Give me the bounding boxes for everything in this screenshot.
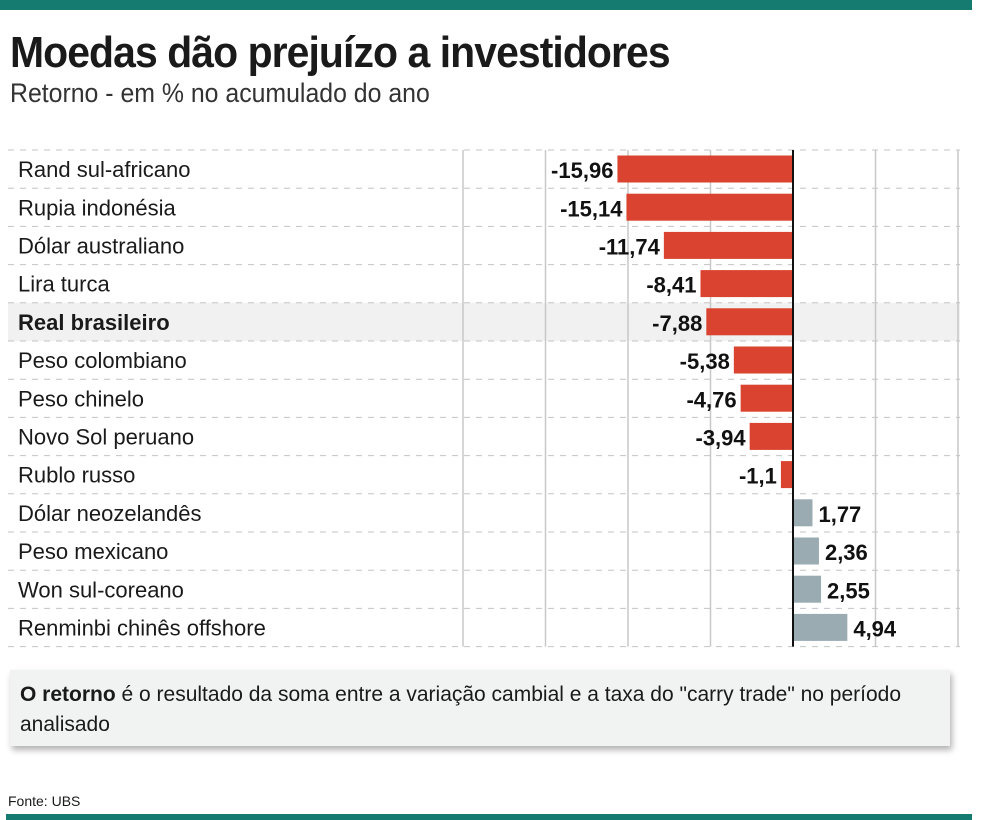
value-label: 4,94 — [853, 617, 897, 642]
bar — [626, 193, 793, 221]
value-label: -15,14 — [560, 196, 623, 221]
category-label: Novo Sol peruano — [18, 425, 194, 450]
value-label: 2,36 — [825, 540, 868, 565]
value-label: -11,74 — [599, 235, 661, 260]
top-accent-bar — [0, 0, 972, 10]
category-label: Rupia indonésia — [18, 195, 177, 220]
bar — [749, 422, 793, 450]
bar — [617, 155, 793, 183]
bar — [740, 384, 793, 412]
category-label: Real brasileiro — [18, 310, 170, 335]
bar — [793, 499, 813, 527]
value-label: -8,41 — [646, 273, 696, 298]
category-label: Peso mexicano — [18, 539, 168, 564]
value-label: -1,1 — [739, 464, 777, 489]
bar — [793, 537, 819, 565]
category-label: Dólar neozelandês — [18, 501, 201, 526]
source: Fonte: UBS — [8, 793, 81, 809]
bar — [793, 575, 822, 603]
bar — [700, 270, 793, 298]
bar — [733, 346, 793, 374]
value-label: 1,77 — [818, 502, 861, 527]
note-bold: O retorno — [20, 683, 116, 706]
category-label: Rublo russo — [18, 463, 135, 488]
chart-title: Moedas dão prejuízo a investidores — [10, 28, 671, 77]
highlight-row — [8, 302, 960, 341]
category-label: Won sul-coreano — [18, 577, 184, 602]
category-label: Dólar australiano — [18, 234, 184, 259]
bar — [706, 308, 793, 336]
value-label: -4,76 — [686, 387, 736, 412]
value-label: -15,96 — [551, 158, 613, 183]
category-label: Lira turca — [18, 272, 110, 297]
note-box: O retorno é o resultado da soma entre a … — [10, 670, 950, 746]
value-label: 2,55 — [827, 578, 870, 603]
value-label: -3,94 — [696, 426, 747, 451]
bar — [793, 613, 848, 641]
chart-subtitle: Retorno - em % no acumulado do ano — [10, 78, 430, 108]
category-label: Rand sul-africano — [18, 157, 190, 182]
bottom-accent-bar — [6, 814, 972, 820]
bar — [663, 231, 793, 259]
value-label: -7,88 — [652, 311, 702, 336]
category-label: Peso colombiano — [18, 348, 187, 373]
bar — [780, 461, 793, 489]
note-text: é o resultado da soma entre a variação c… — [20, 683, 902, 736]
value-label: -5,38 — [680, 349, 730, 374]
category-label: Renminbi chinês offshore — [18, 616, 266, 641]
category-label: Peso chinelo — [18, 386, 144, 411]
bar-chart: Rand sul-africano -15,96 Rupia indonésia -1… — [8, 149, 960, 648]
